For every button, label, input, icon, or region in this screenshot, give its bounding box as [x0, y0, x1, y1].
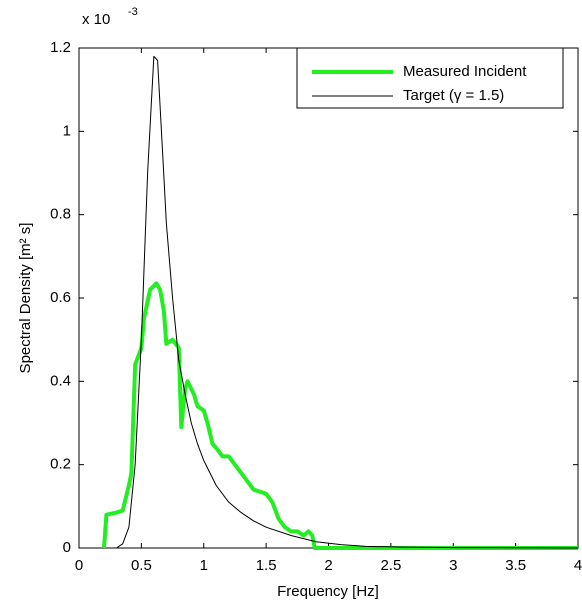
legend-box [296, 47, 564, 109]
y-exponent: -3 [128, 6, 138, 18]
x-tick-label: 1.5 [256, 557, 277, 574]
x-tick-label: 2.5 [380, 557, 401, 574]
y-tick-label: 0.4 [50, 372, 71, 389]
x-tick-label: 0.5 [131, 557, 152, 574]
y-tick-label: 0.2 [50, 456, 71, 473]
x-tick-label: 3.5 [505, 557, 526, 574]
y-tick-label: 1 [63, 122, 71, 139]
y-axis-label: Spectral Density [m² s] [17, 223, 34, 374]
x-tick-label: 3 [449, 557, 457, 574]
y-tick-label: 0.8 [50, 206, 71, 223]
y-multiplier: x 10 [82, 11, 110, 28]
x-tick-label: 4 [574, 557, 582, 574]
y-tick-label: 0 [63, 539, 71, 556]
x-tick-label: 0 [75, 557, 83, 574]
y-tick-label: 0.6 [50, 289, 71, 306]
x-tick-label: 2 [324, 557, 332, 574]
x-axis-label: Frequency [Hz] [277, 583, 379, 600]
y-tick-label: 1.2 [50, 39, 71, 56]
x-tick-label: 1 [200, 557, 208, 574]
plot-frame [78, 47, 579, 549]
legend-label: Target (γ = 1.5) [403, 87, 504, 104]
legend-label: Measured Incident [403, 63, 527, 80]
data-line [116, 55, 579, 549]
